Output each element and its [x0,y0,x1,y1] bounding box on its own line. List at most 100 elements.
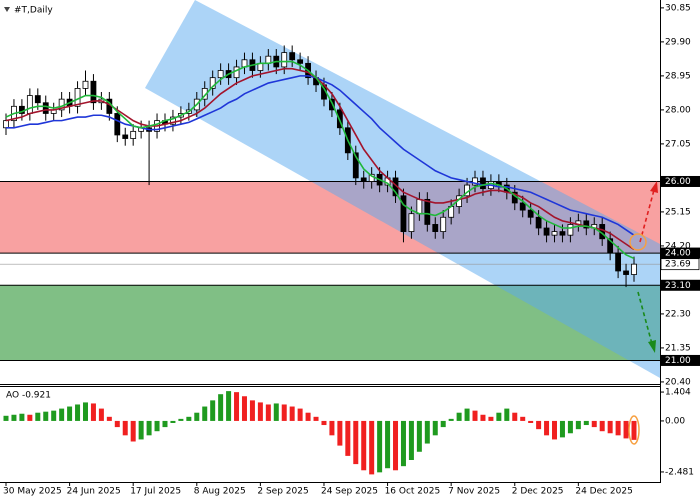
ao-bar [599,420,605,432]
candle-body [607,238,614,254]
ao-bar [488,416,494,421]
ao-bar [202,406,208,421]
moving-averages [5,60,635,260]
x-tick-label: 24 Dec 2025 [575,487,633,497]
candle-body [3,120,9,129]
levels [0,180,660,361]
y-tick-label: 20.40 [665,377,691,387]
ao-bar [305,412,311,421]
ao-bar [194,412,200,421]
candle-body [217,70,224,79]
level-label: 24.00 [665,249,691,259]
candle-body [297,59,304,64]
ao-bar [257,402,263,421]
title-icon [4,7,10,12]
ao-bar [321,420,327,426]
highlight [629,233,647,251]
candle-body [281,52,288,68]
ao-bar [51,410,57,421]
level-label: 26.00 [665,177,691,187]
forecast-arrows [628,181,658,445]
y-tick-label: 28.95 [665,71,691,81]
ao-bar [559,420,565,438]
ao-bar [218,394,224,421]
ao-bar [416,420,422,452]
ao-bar [552,420,558,440]
ao-bar [536,420,542,430]
x-tick-label: 24 Jun 2025 [67,487,121,497]
ma-line [6,75,635,236]
candle-body [42,102,49,114]
oscillator [3,391,637,475]
ao-bar [170,420,176,423]
ao-bar [67,406,73,421]
chart-title: #T,Daily [14,6,53,16]
candle-body [567,224,574,236]
ao-bar [520,416,526,421]
ao-bar [631,420,637,440]
up-arrow [639,189,655,243]
candle-body [472,177,478,186]
x-tick-label: 17 Jul 2025 [130,487,181,497]
candle-body [615,252,622,272]
y-tick-label: -2.481 [665,467,694,477]
ao-bar [35,412,41,421]
ao-bar [43,411,49,421]
candle-body [519,202,526,211]
ao-bar [472,410,478,421]
ao-bar [448,418,454,421]
ao-bar [504,408,510,421]
ao-bar [178,418,184,421]
ao-bar [234,392,240,421]
candles [3,45,637,288]
price-label: 23.69 [665,260,691,270]
ao-bar [345,420,351,456]
axes: 30.85 29.90 28.95 28.00 27.05 25.15 24.20 22.30… [3,3,700,497]
x-tick-label: 2 Sep 2025 [257,487,308,497]
candle-body [82,80,89,89]
candle-body [360,177,367,182]
ao-bar [353,420,359,465]
x-tick-label: 8 Aug 2025 [194,487,246,497]
ao-bar [114,420,120,428]
candle-body [26,95,33,114]
y-tick-label: 30.85 [665,3,691,13]
candle-body [559,231,566,236]
ao-bar [59,408,65,421]
candle-body [424,198,431,225]
ao-bar [337,420,343,446]
y-tick-label: 29.90 [665,37,691,47]
y-tick-label: 24.20 [665,241,691,251]
y-tick-label: 21.35 [665,343,691,353]
ao-bar [591,420,597,428]
ao-bar [146,420,152,436]
candle-body [289,52,296,61]
candle-body [209,77,216,89]
level-label: 23.10 [665,281,691,291]
ao-bar [496,412,502,421]
ao-bar [241,396,247,421]
ao-bar [98,408,104,421]
candle-body [432,224,439,232]
candle-body [90,80,97,104]
level-tag [661,279,700,291]
ao-bar [162,420,168,428]
y-tick-label: 27.05 [665,139,691,149]
ao-bar [329,420,335,436]
candle-body [543,227,550,236]
x-tick-label: 7 Nov 2025 [448,487,500,497]
ao-bar [106,416,112,421]
ao-bar [400,420,406,467]
ao-bar [289,406,295,421]
ao-bar [544,420,550,436]
candle-body [623,270,629,275]
candle-body [130,130,137,139]
candle-body [400,195,407,232]
highlight [628,415,640,445]
ao-bar [464,408,470,421]
candle-body [114,113,121,136]
trend-channel [145,0,660,378]
level-label: 21.00 [665,356,691,366]
ao-bar [393,420,399,471]
y-tick-label: 22.30 [665,309,691,319]
